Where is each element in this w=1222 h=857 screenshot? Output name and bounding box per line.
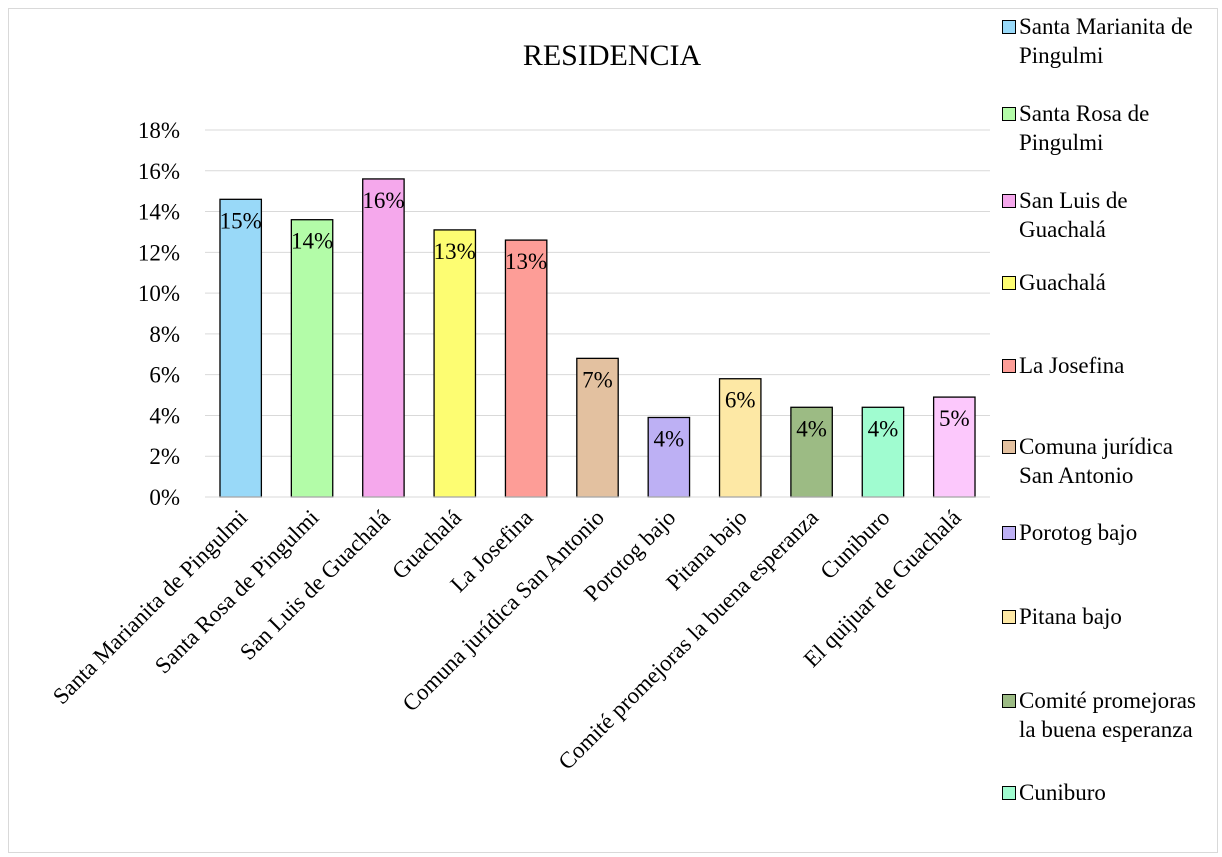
legend-item: La Josefina (1002, 351, 1209, 380)
data-label: 13% (434, 239, 476, 264)
legend-label: Comuna jurídica San Antonio (1019, 434, 1173, 488)
bar (362, 178, 405, 498)
data-label: 4% (868, 416, 899, 441)
bar (433, 229, 477, 498)
legend-item: Comuna jurídica San Antonio (1002, 432, 1209, 490)
data-label: 15% (220, 208, 262, 233)
y-tick-label: 12% (138, 240, 180, 265)
legend-swatch (1002, 786, 1016, 800)
y-tick-label: 0% (149, 485, 180, 510)
data-label: 6% (725, 388, 756, 413)
x-tick-label: Comité promejoras la buena esperanza (553, 505, 823, 775)
data-label: 5% (939, 406, 970, 431)
legend-item: San Luis de Guachalá (1002, 186, 1209, 244)
legend-swatch (1002, 194, 1016, 208)
bar (290, 219, 334, 498)
legend-label: La Josefina (1019, 353, 1125, 378)
legend-item: Santa Rosa de Pingulmi (1002, 99, 1209, 157)
legend-label: Santa Marianita de Pingulmi (1019, 14, 1193, 68)
legend-item: Porotog bajo (1002, 518, 1209, 547)
legend-item: Comité promejoras la buena esperanza (1002, 686, 1209, 744)
y-tick-label: 14% (138, 200, 180, 225)
legend-label: Guachalá (1019, 270, 1106, 295)
bar (718, 378, 762, 498)
legend-item: Cuniburo (1002, 778, 1209, 807)
y-tick-label: 2% (149, 444, 180, 469)
bars (219, 178, 976, 498)
data-label: 4% (796, 416, 827, 441)
bar (219, 198, 263, 498)
data-label: 14% (291, 229, 333, 254)
legend-swatch (1002, 107, 1016, 121)
legend-swatch (1002, 526, 1016, 540)
legend-swatch (1002, 610, 1016, 624)
y-tick-label: 10% (138, 281, 180, 306)
legend-label: Porotog bajo (1019, 520, 1138, 545)
data-labels: 15% 14% 16% 13% 13% 7% 4% 6% 4% 4% 5% (220, 188, 970, 452)
legend-label: Pitana bajo (1019, 604, 1122, 629)
data-label: 16% (362, 188, 404, 213)
legend-swatch (1002, 20, 1016, 34)
bar (790, 406, 833, 498)
legend-item: Pitana bajo (1002, 602, 1209, 631)
legend-item: Guachalá (1002, 268, 1209, 297)
legend-label: Comité promejoras la buena esperanza (1019, 688, 1196, 742)
y-tick-label: 8% (149, 322, 180, 347)
data-label: 13% (505, 249, 547, 274)
data-label: 4% (654, 426, 685, 451)
legend-swatch (1002, 359, 1016, 373)
y-tick-label: 16% (138, 159, 180, 184)
legend-label: Santa Rosa de Pingulmi (1019, 101, 1150, 155)
y-axis: 0% 2% 4% 6% 8% 10% 12% 14% 16% 18% (138, 118, 180, 510)
legend-swatch (1002, 694, 1016, 708)
bar (504, 239, 548, 498)
chart-frame (8, 8, 1218, 853)
legend-swatch (1002, 276, 1016, 290)
y-tick-label: 18% (138, 118, 180, 143)
legend-swatch (1002, 440, 1016, 454)
chart-title: RESIDENCIA (523, 39, 702, 72)
y-tick-label: 6% (149, 363, 180, 388)
y-tick-label: 4% (149, 403, 180, 428)
data-label: 7% (582, 367, 613, 392)
legend-item: Santa Marianita de Pingulmi (1002, 12, 1209, 70)
legend-label: Cuniburo (1019, 780, 1106, 805)
legend-label: San Luis de Guachalá (1019, 188, 1128, 242)
